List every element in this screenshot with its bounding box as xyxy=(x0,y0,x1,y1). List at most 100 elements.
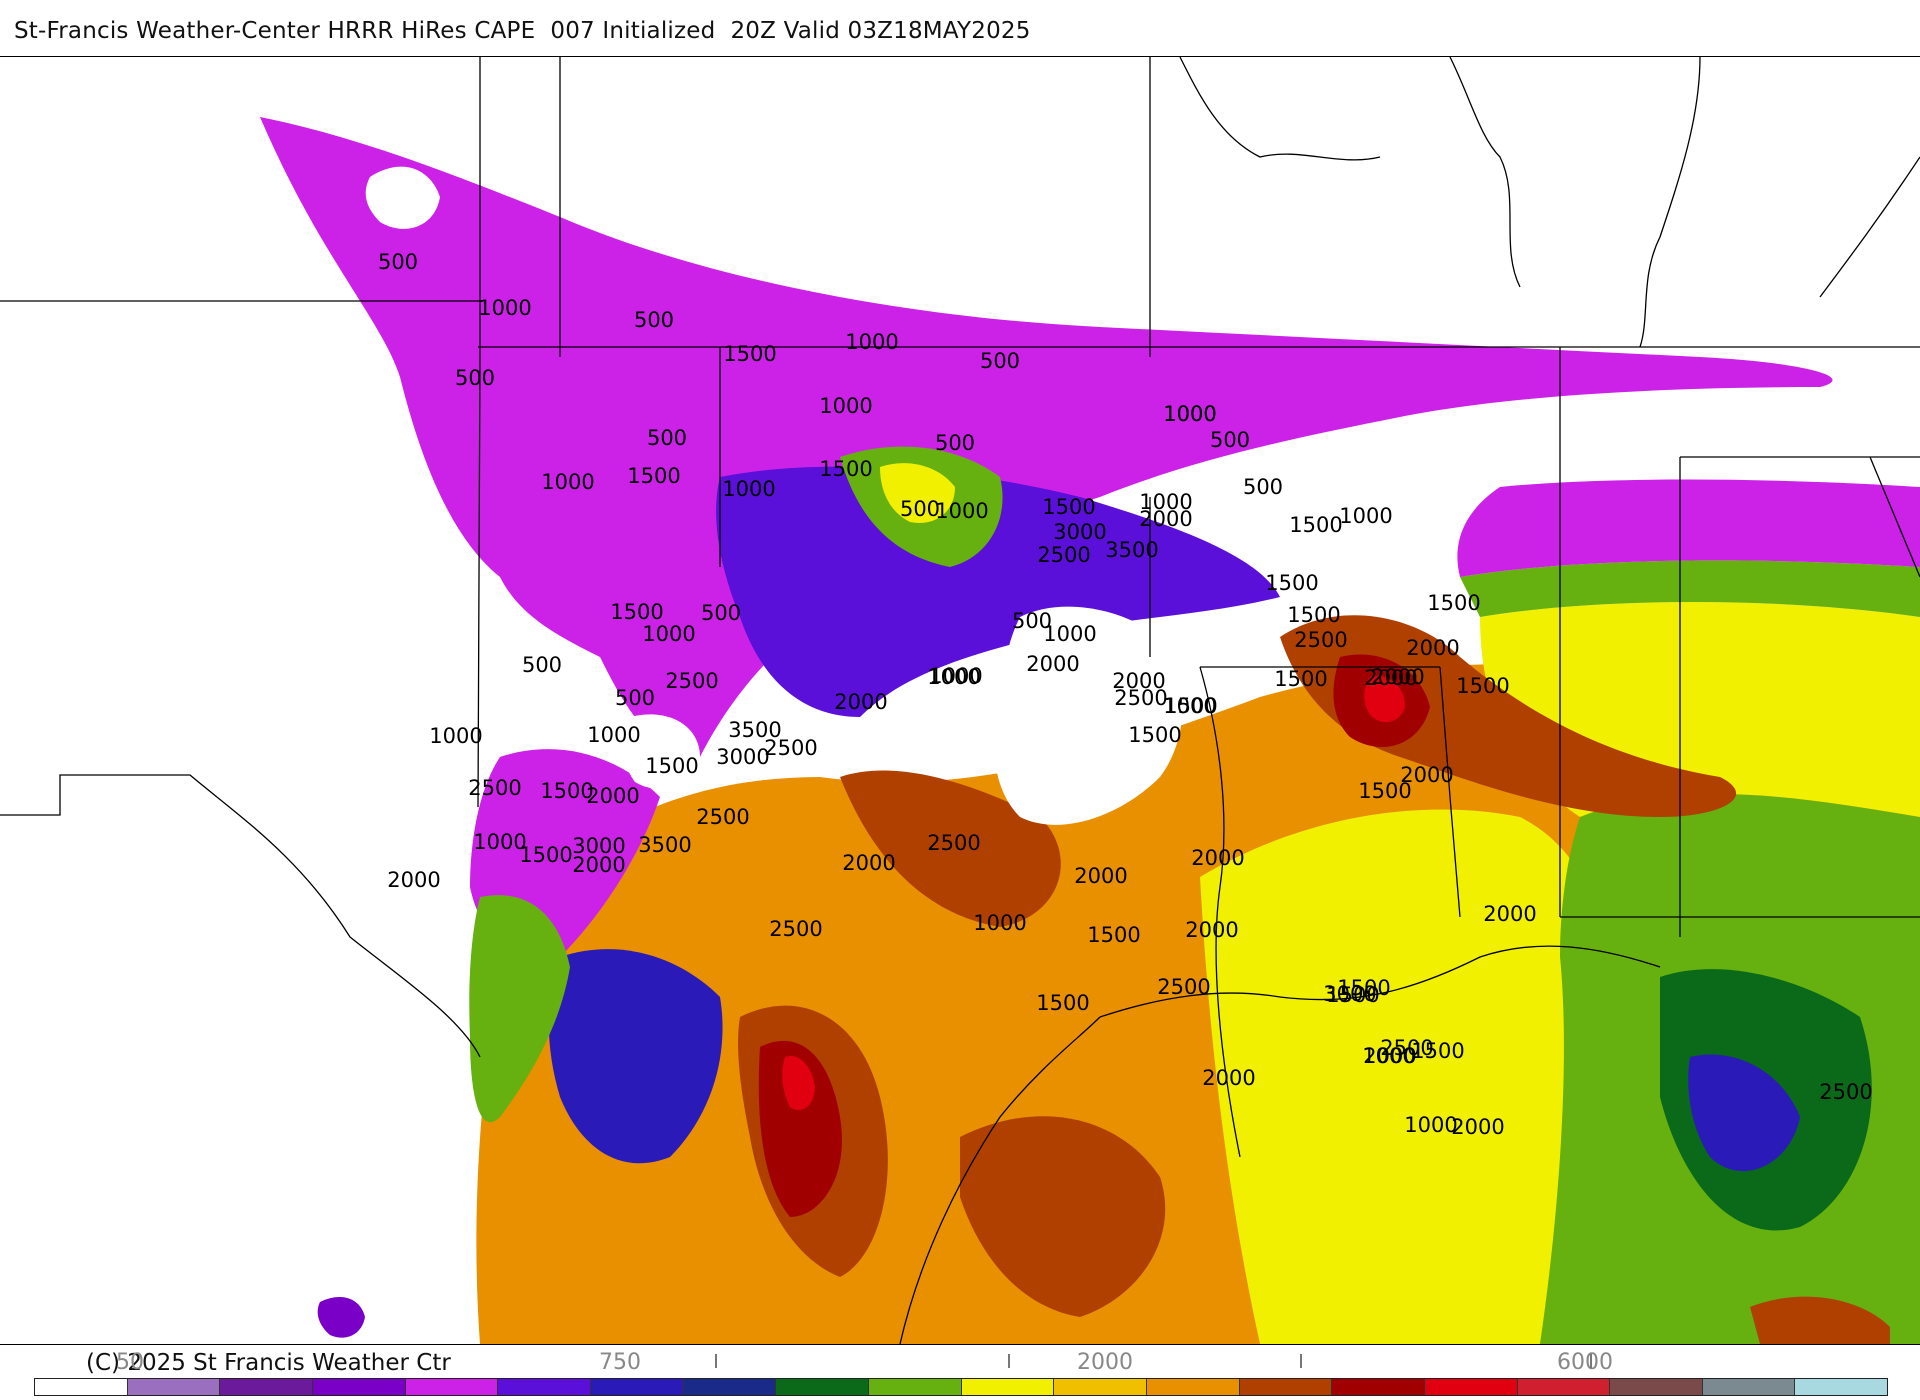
cape-field-brown-central xyxy=(840,770,1061,927)
contour-label: 500 xyxy=(615,686,655,710)
contour-label: 2000 xyxy=(1202,1066,1255,1090)
contour-label: 3000 xyxy=(572,834,625,858)
contour-label: 2000 xyxy=(1191,846,1244,870)
cape-field-brightred-south xyxy=(782,1056,815,1111)
contour-label: 2000 xyxy=(572,853,625,877)
contour-label: 1500 xyxy=(1289,513,1342,537)
contour-label: 1500 xyxy=(1087,923,1140,947)
contour-label: 2000 xyxy=(1483,902,1536,926)
contour-label: 1500 xyxy=(723,342,776,366)
cape-field-green-northeast xyxy=(1460,560,1920,617)
cape-field-brown-southeast xyxy=(1750,1296,1890,1344)
contour-label: 1500 xyxy=(610,600,663,624)
contour-label: 1500 xyxy=(1128,723,1181,747)
contour-label: 500 xyxy=(647,426,687,450)
contour-label: 2000 xyxy=(586,784,639,808)
contour-label: 1000 xyxy=(935,499,988,523)
legend-swatch xyxy=(776,1379,869,1395)
boundary-line xyxy=(0,774,481,1058)
contour-label: 500 xyxy=(900,497,940,521)
contour-label: 1500 xyxy=(519,843,572,867)
boundary-line xyxy=(1179,57,1381,161)
contour-label: 1000 xyxy=(1404,1113,1457,1137)
contour-label: 1000 xyxy=(1163,694,1216,718)
contour-label: 1500 xyxy=(1287,603,1340,627)
contour-label: 2000 xyxy=(1112,669,1165,693)
copyright-text: (C) 2025 St Francis Weather Ctr xyxy=(86,1350,451,1376)
boundary-line xyxy=(1869,456,1920,578)
legend-swatch xyxy=(1795,1379,1888,1395)
legend-swatch xyxy=(405,1379,499,1395)
contour-label: 2000 xyxy=(1371,665,1424,689)
contour-label: 3500 xyxy=(638,833,691,857)
legend-swatch xyxy=(220,1379,313,1395)
contour-label: 2500 xyxy=(1114,686,1167,710)
cape-field-green-west xyxy=(469,895,570,1123)
contour-label: 3500 xyxy=(728,718,781,742)
contour-label: 1500 xyxy=(1164,694,1217,718)
legend-swatch xyxy=(498,1379,591,1395)
contour-label: 500 xyxy=(522,653,562,677)
contour-label: 2000 xyxy=(1139,507,1192,531)
contour-label: 2000 xyxy=(1185,918,1238,942)
contour-label: 1500 xyxy=(1326,983,1379,1007)
boundary-line xyxy=(1819,156,1920,298)
legend-tick-label: 750 xyxy=(599,1350,641,1375)
contour-label: 2500 xyxy=(764,736,817,760)
legend-swatch xyxy=(683,1379,777,1395)
contour-label: 2000 xyxy=(834,690,887,714)
contour-label: 500 xyxy=(1243,475,1283,499)
contour-label: 1500 xyxy=(1036,991,1089,1015)
legend-tick-mark xyxy=(1590,1354,1592,1368)
legend-swatch xyxy=(1610,1379,1703,1395)
legend-swatch xyxy=(312,1379,406,1395)
contour-label: 2500 xyxy=(769,917,822,941)
contour-label: 1000 xyxy=(929,664,982,688)
contour-label: 2500 xyxy=(927,831,980,855)
cape-map[interactable]: 500 1000 500 500 1500 1000 500 1000 500 1000 1000 5… xyxy=(0,56,1920,1345)
cape-field-brown-coast xyxy=(960,1116,1166,1317)
contour-label: 2500 xyxy=(468,776,521,800)
contour-label: 500 xyxy=(1210,428,1250,452)
contour-label: 500 xyxy=(935,431,975,455)
contour-label: 1500 xyxy=(1265,571,1318,595)
legend-swatch xyxy=(1517,1379,1611,1395)
cape-field-yellow-north xyxy=(880,463,955,523)
contour-label: 1500 xyxy=(1358,779,1411,803)
contour-label: 2000 xyxy=(1364,666,1417,690)
contour-label: 1000 xyxy=(478,296,531,320)
cape-field-purple-island xyxy=(317,1297,365,1338)
boundary-line xyxy=(1439,666,1461,918)
contour-label: 2500 xyxy=(1819,1080,1872,1104)
cape-field-white-hole-west xyxy=(623,714,700,789)
contour-label: 1500 xyxy=(1456,674,1509,698)
legend-tick-mark xyxy=(1008,1354,1010,1368)
contour-label: 1000 xyxy=(722,477,775,501)
contour-label: 2500 xyxy=(665,669,718,693)
contour-label: 1000 xyxy=(1139,490,1192,514)
contour-label: 2500 xyxy=(696,805,749,829)
boundary-line xyxy=(1639,57,1701,348)
contour-label: 1000 xyxy=(1163,402,1216,426)
cape-field-brightred-north xyxy=(1364,676,1405,723)
contour-label: 3500 xyxy=(1105,538,1158,562)
legend-tick-mark xyxy=(1300,1354,1302,1368)
contour-label: 1500 xyxy=(1042,495,1095,519)
cape-field-blue-west xyxy=(548,949,723,1164)
contour-label: 500 xyxy=(701,601,741,625)
contour-label: 1500 xyxy=(1411,1039,1464,1063)
political-boundaries xyxy=(0,57,1920,1344)
legend-tick-labels: 50 750 2000 6000 xyxy=(0,1344,1920,1378)
legend-swatch xyxy=(1054,1379,1147,1395)
contour-label: 1500 xyxy=(819,457,872,481)
contour-label: 2500 xyxy=(1380,1036,1433,1060)
legend-swatch xyxy=(1702,1379,1796,1395)
contour-label: 1000 xyxy=(473,830,526,854)
contour-label: 500 xyxy=(378,250,418,274)
contour-label: 1000 xyxy=(429,724,482,748)
contour-label: 3000 xyxy=(1323,982,1376,1006)
cape-field-yellow-east xyxy=(1200,809,1608,1344)
contour-label: 1000 xyxy=(642,622,695,646)
contour-label: 2000 xyxy=(1074,864,1127,888)
